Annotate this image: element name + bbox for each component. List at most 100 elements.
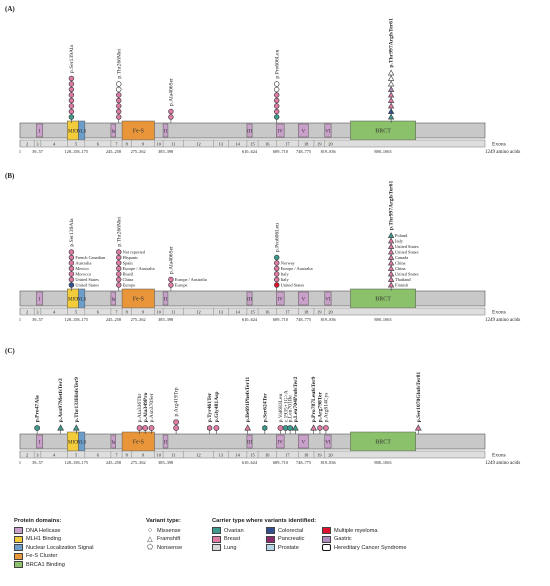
aa-position-label: 128–158–175 bbox=[64, 317, 88, 322]
exon-number: 4 bbox=[53, 310, 56, 315]
variant-marker bbox=[116, 254, 122, 261]
carrier-origin: Mexico bbox=[75, 266, 89, 271]
variant: p.Pro606Leu bbox=[274, 49, 280, 123]
exon-number: 16 bbox=[265, 453, 270, 458]
exon-number: 10 bbox=[157, 453, 161, 458]
legend: Protein domains: DNA Helicase MLH1 Bindin… bbox=[0, 516, 550, 586]
exon-number: 19 bbox=[317, 453, 321, 458]
variant-label: p.Pro606Leu bbox=[274, 49, 280, 78]
variant-marker bbox=[168, 108, 174, 115]
variant-label: p.Ser1070GlnfsTer81 bbox=[416, 372, 422, 423]
domain-label: V bbox=[302, 130, 306, 135]
variant: p.Pro787LeufsTer9 bbox=[310, 376, 317, 434]
legend-swatch bbox=[266, 535, 275, 543]
variant-marker bbox=[68, 75, 75, 82]
variant-marker bbox=[287, 425, 294, 431]
total-length-label: 1249 amino acids bbox=[485, 461, 520, 466]
legend-variant-title: Variant type: bbox=[146, 518, 181, 524]
variant-marker bbox=[387, 281, 395, 288]
variant-marker bbox=[116, 114, 122, 120]
legend-swatch bbox=[14, 552, 23, 560]
domain-label: VI bbox=[325, 298, 331, 303]
variant-marker bbox=[274, 81, 280, 87]
domain-ia bbox=[110, 123, 117, 138]
variant-marker bbox=[116, 81, 122, 87]
variant: p.Arg814Cys bbox=[323, 393, 330, 434]
variant-marker bbox=[387, 75, 395, 81]
aa-position-label: 610–624 bbox=[242, 149, 258, 154]
exon-number: 5 bbox=[75, 453, 77, 458]
variant-label: p.Thr266Met bbox=[116, 48, 122, 78]
domain-ii bbox=[162, 434, 169, 449]
variant: p.Thr266Met bbox=[116, 48, 122, 123]
variant-marker bbox=[387, 270, 395, 277]
carrier-origin: United States bbox=[281, 283, 305, 288]
carrier-origin: Europe bbox=[123, 283, 136, 288]
domain-label: III bbox=[247, 130, 252, 135]
carrier-origin: China bbox=[395, 261, 406, 266]
variant-marker bbox=[387, 91, 395, 98]
variant-marker bbox=[116, 92, 122, 98]
carrier-origin: Italy bbox=[281, 272, 290, 277]
variant-marker bbox=[68, 249, 75, 255]
legend-label: DNA Helicase bbox=[26, 527, 61, 534]
legend-variant-item: △ Framshift bbox=[146, 536, 180, 543]
legend-label: Hereditary Cancer Syndrome bbox=[334, 544, 407, 551]
variant-label: p.Thr133HisfsTer9 bbox=[74, 377, 80, 423]
carrier-origin: United States bbox=[75, 277, 99, 282]
variant-label: p.Arg419Trp bbox=[174, 387, 180, 416]
domain-label: Fe-S bbox=[133, 129, 144, 135]
variant-marker bbox=[323, 425, 329, 431]
carrier-origin: Italy bbox=[281, 277, 290, 282]
exon-number: 2 bbox=[26, 453, 28, 458]
variant-marker bbox=[68, 276, 75, 283]
variant-label: p.Ile691PhefsTer11 bbox=[245, 377, 251, 423]
legend-label: Lung bbox=[224, 544, 237, 551]
legend-label: Gastric bbox=[334, 536, 352, 542]
variant-marker bbox=[244, 424, 252, 431]
aa-position-label: 1 bbox=[19, 317, 21, 322]
exon-number: 15 bbox=[250, 453, 254, 458]
variant-marker bbox=[116, 249, 122, 255]
legend-label: Multiple myeloma bbox=[334, 527, 378, 534]
domain-iv bbox=[276, 123, 285, 138]
domain-label: III bbox=[247, 441, 252, 446]
exon-number: 11 bbox=[171, 142, 175, 147]
variant-marker bbox=[57, 424, 64, 431]
exon-number: 17 bbox=[285, 310, 290, 315]
variant-label: p.Ala406Ser bbox=[169, 246, 175, 274]
domain-label: I bbox=[39, 130, 41, 135]
domain-label: I bbox=[39, 298, 41, 303]
exon-number: 3 bbox=[36, 142, 38, 147]
legend-carrier-item: Pancreatic bbox=[266, 535, 304, 543]
legend-swatch bbox=[266, 527, 275, 534]
variant-label: p.Asn370Ser bbox=[149, 393, 155, 422]
legend-domain-item: BRCA1 Binding bbox=[14, 561, 65, 568]
variant: p.Asn97MetfsTer3 bbox=[57, 378, 64, 434]
legend-label: Prostate bbox=[278, 544, 299, 551]
panel-label: (B) bbox=[5, 172, 15, 180]
variant-marker bbox=[68, 92, 75, 98]
domain-label: MIO bbox=[68, 441, 78, 446]
exon-number: 15 bbox=[250, 142, 254, 147]
variant-marker bbox=[68, 86, 75, 93]
variant-label: p.Leu701Ile bbox=[288, 395, 294, 423]
variant-marker bbox=[274, 260, 280, 266]
aa-position-label: 385–398 bbox=[158, 317, 173, 322]
aa-position-label: 819–836 bbox=[321, 460, 337, 465]
legend-domains-title: Protein domains: bbox=[14, 518, 62, 524]
legend-symbol-icon: ⬠ bbox=[146, 544, 154, 551]
variant-marker bbox=[387, 259, 395, 266]
legend-carrier-item: Hereditary Cancer Syndrome bbox=[322, 544, 406, 551]
variant-marker bbox=[173, 425, 180, 431]
variant-marker bbox=[116, 86, 122, 93]
variant-label: p.Thr997ArgfsTer61 bbox=[389, 181, 395, 231]
exon-number: 8 bbox=[126, 453, 128, 458]
exon-number: 17 bbox=[285, 142, 290, 147]
carrier-origin: United States bbox=[395, 250, 419, 255]
carrier-origin: Poland bbox=[395, 233, 408, 238]
variant-marker bbox=[116, 271, 122, 277]
legend-carrier-item: Lung bbox=[212, 544, 236, 551]
legend-label: Nonsense bbox=[157, 544, 183, 551]
exon-number: 20 bbox=[328, 310, 332, 315]
